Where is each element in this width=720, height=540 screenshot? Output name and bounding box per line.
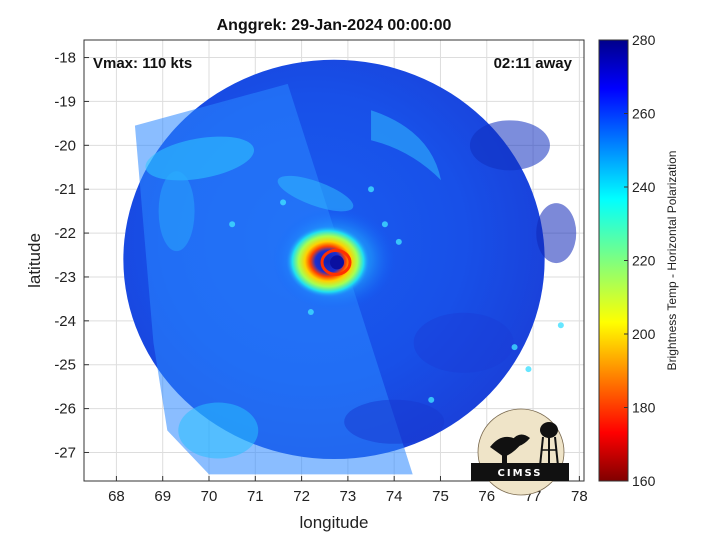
colorbar-tick-label: 200 bbox=[632, 326, 656, 342]
y-tick-label: -20 bbox=[54, 137, 76, 154]
vmax-annotation: Vmax: 110 kts bbox=[93, 55, 192, 72]
y-axis: -18 -19 -20 -21 -22 -23 -24 -25 -26 -27 bbox=[54, 50, 89, 461]
convective-cell bbox=[381, 221, 388, 228]
older-pass bbox=[134, 83, 413, 475]
colorbar-tick-label: 160 bbox=[632, 473, 656, 489]
convective-cell bbox=[511, 344, 518, 351]
convective-cell bbox=[229, 221, 236, 228]
x-axis: 68 69 70 71 72 73 74 75 76 77 78 bbox=[108, 476, 588, 505]
chart-title: Anggrek: 29-Jan-2024 00:00:00 bbox=[217, 17, 452, 34]
x-tick-label: 78 bbox=[571, 488, 588, 505]
y-tick-label: -23 bbox=[54, 269, 76, 286]
colorbar-tick-label: 260 bbox=[632, 106, 656, 122]
plot-frame bbox=[83, 39, 585, 482]
logo-text: CIMSS bbox=[498, 468, 543, 479]
y-tick-label: -18 bbox=[54, 50, 76, 67]
brightness-temp-swath bbox=[123, 59, 577, 475]
swath-footprint bbox=[123, 59, 577, 475]
storm-eye bbox=[330, 255, 344, 270]
y-tick-label: -19 bbox=[54, 93, 76, 110]
convective-cell bbox=[280, 199, 287, 206]
eyewall bbox=[286, 225, 370, 298]
x-tick-label: 69 bbox=[154, 488, 171, 505]
colorbar-tick-label: 280 bbox=[632, 32, 656, 48]
x-tick-label: 73 bbox=[340, 488, 357, 505]
x-axis-label: longitude bbox=[299, 513, 368, 532]
colorbar-tick-label: 240 bbox=[632, 179, 656, 195]
x-tick-label: 68 bbox=[108, 488, 125, 505]
convective-cell bbox=[525, 366, 532, 373]
y-tick-label: -24 bbox=[54, 313, 76, 330]
colorbar-gradient bbox=[598, 39, 629, 482]
colorbar-tick-label: 220 bbox=[632, 253, 656, 269]
time-away-annotation: 02:11 away bbox=[494, 55, 573, 72]
convective-cell bbox=[368, 186, 375, 193]
y-tick-label: -26 bbox=[54, 401, 76, 418]
colorbar: 280 260 240 220 200 180 160 Brightness Temp - … bbox=[598, 32, 679, 489]
x-tick-label: 75 bbox=[432, 488, 449, 505]
x-tick-label: 70 bbox=[201, 488, 218, 505]
cimss-logo: CIMSS bbox=[471, 408, 569, 496]
colorbar-label: Brightness Temp - Horizontal Polarizatio… bbox=[665, 151, 679, 371]
convective-cell bbox=[428, 396, 435, 403]
y-tick-label: -22 bbox=[54, 225, 76, 242]
y-tick-label: -21 bbox=[54, 181, 76, 198]
colorbar-tick-label: 180 bbox=[632, 400, 656, 416]
y-tick-label: -25 bbox=[54, 357, 76, 374]
convective-cell bbox=[395, 238, 402, 245]
y-axis-label: latitude bbox=[25, 233, 44, 288]
eyewall-ring bbox=[320, 248, 352, 276]
y-tick-label: -27 bbox=[54, 444, 76, 461]
x-tick-label: 76 bbox=[478, 488, 495, 505]
convective-cell bbox=[557, 322, 564, 329]
x-tick-label: 72 bbox=[293, 488, 310, 505]
x-tick-label: 71 bbox=[247, 488, 264, 505]
convective-cell bbox=[307, 309, 314, 316]
x-tick-label: 74 bbox=[386, 488, 403, 505]
